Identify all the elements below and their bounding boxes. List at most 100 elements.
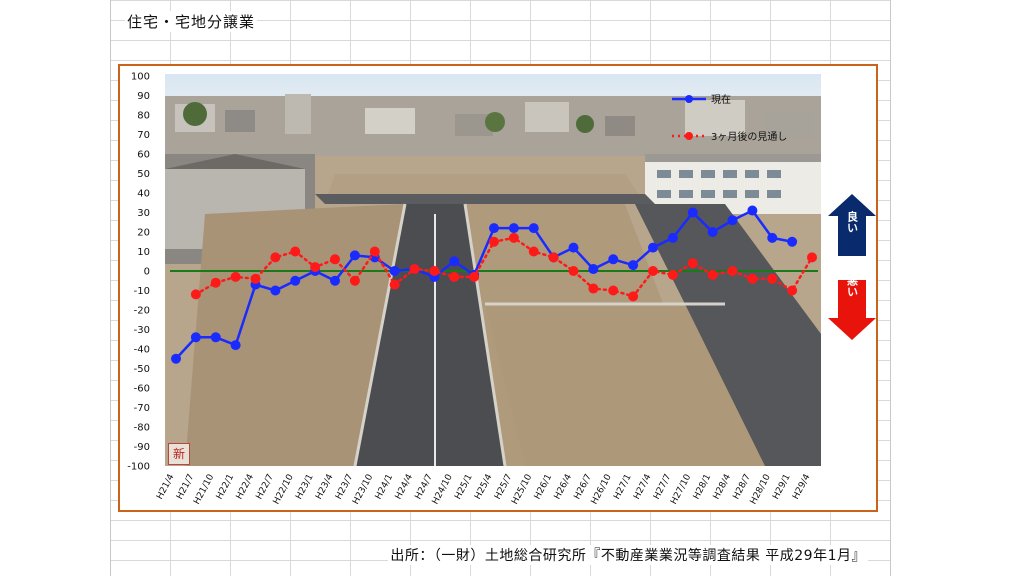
series-point-1: [767, 273, 778, 284]
series-point-0: [767, 232, 778, 243]
series-point-1: [807, 252, 817, 263]
series-point-0: [787, 236, 798, 247]
x-tick-label: H21/7: [175, 473, 196, 502]
series-point-1: [389, 279, 400, 290]
sheet-right-edge: [890, 0, 891, 576]
bad-arrow: 悪い: [828, 275, 876, 340]
legend: 現在 3ヶ月後の見通し: [672, 94, 787, 143]
legend-marker-current: [685, 95, 693, 103]
series-point-0: [330, 275, 340, 286]
x-tick-label: H29/4: [791, 472, 813, 501]
y-tick-label: -70: [134, 403, 150, 414]
series-point-0: [608, 254, 619, 265]
legend-label-outlook: 3ヶ月後の見通し: [711, 130, 787, 143]
source-note: 出所：（一財）土地総合研究所『不動産業業況等調査結果 平成29年1月』: [388, 545, 868, 565]
x-tick-label: H22/4: [235, 472, 257, 501]
series-point-1: [508, 232, 519, 243]
series-point-1: [369, 246, 380, 257]
series-point-0: [171, 353, 181, 364]
x-tick-label: H29/1: [771, 473, 792, 502]
series-point-1: [349, 275, 360, 286]
y-tick-label: -10: [134, 286, 150, 297]
series-point-1: [190, 289, 201, 300]
series-point-0: [747, 205, 758, 216]
series-point-1: [548, 252, 559, 263]
y-tick-label: 60: [137, 150, 150, 161]
photo-badge: 新: [168, 443, 190, 465]
y-tick-label: 20: [137, 228, 150, 239]
series-point-1: [290, 246, 301, 257]
series-point-0: [648, 242, 658, 253]
x-tick-label: H25/7: [493, 473, 514, 502]
y-tick-label: -40: [134, 345, 150, 356]
series-line-1: [194, 236, 814, 298]
series-layer: [170, 205, 818, 364]
x-axis: H21/4H21/7H21/10H22/1H22/4H22/7H22/10H23…: [155, 472, 813, 506]
y-tick-label: -100: [127, 462, 150, 473]
legend-marker-outlook: [685, 132, 693, 140]
series-point-0: [270, 285, 281, 296]
y-tick-label: -80: [134, 423, 150, 434]
y-tick-label: 70: [137, 130, 150, 141]
series-point-1: [687, 258, 698, 269]
series-point-1: [210, 277, 221, 288]
x-tick-label: H22/1: [215, 473, 236, 502]
good-arrow-shape: [828, 194, 876, 256]
x-tick-label: H25/1: [453, 473, 474, 502]
x-tick-label: H24/1: [374, 473, 395, 502]
series-point-0: [588, 264, 599, 275]
y-tick-label: 50: [137, 169, 150, 180]
series-point-0: [389, 266, 400, 276]
y-axis: 1009080706050403020100-10-20-30-40-50-60…: [127, 72, 150, 473]
y-tick-label: -30: [134, 325, 150, 336]
x-tick-label: H28/1: [692, 473, 713, 502]
y-tick-label: -20: [134, 306, 150, 317]
series-point-1: [429, 266, 440, 276]
series-point-1: [230, 271, 241, 282]
series-point-1: [787, 285, 798, 296]
y-tick-label: 100: [131, 72, 150, 83]
x-tick-label: H28/7: [732, 473, 753, 502]
x-tick-label: H23/1: [294, 473, 315, 502]
series-point-0: [349, 250, 360, 261]
series-point-0: [667, 232, 678, 243]
series-point-1: [588, 283, 599, 294]
good-arrow-label: 良い: [846, 210, 859, 233]
x-tick-label: H24/7: [414, 473, 435, 502]
bad-arrow-label: 悪い: [846, 275, 859, 297]
y-tick-label: 40: [137, 189, 150, 200]
series-point-0: [727, 215, 738, 226]
series-point-0: [230, 340, 241, 351]
chart-heading: 住宅・宅地分譲業: [125, 11, 258, 32]
series-point-0: [449, 256, 460, 267]
x-tick-label: H23/4: [314, 472, 336, 501]
series-point-0: [290, 275, 301, 286]
x-tick-label: H24/4: [394, 472, 416, 501]
good-arrow: 良い: [828, 194, 876, 256]
series-point-1: [568, 266, 579, 276]
series-point-1: [648, 266, 658, 276]
series-point-0: [628, 260, 639, 271]
legend-label-current: 現在: [711, 94, 731, 106]
x-tick-label: H25/4: [473, 472, 495, 501]
series-point-0: [508, 223, 519, 234]
series-point-1: [270, 252, 281, 263]
y-tick-label: 10: [137, 247, 150, 258]
series-point-1: [250, 273, 261, 284]
bad-arrow-shape: [828, 280, 876, 340]
x-tick-label: H27/1: [612, 473, 633, 502]
sheet-left-edge: [110, 0, 111, 576]
y-tick-label: -50: [134, 364, 150, 375]
series-point-1: [727, 266, 738, 276]
x-tick-label: H21/4: [155, 472, 177, 501]
x-tick-label: H22/7: [255, 473, 276, 502]
y-tick-label: 90: [137, 91, 150, 102]
x-tick-label: H23/7: [334, 473, 355, 502]
y-tick-label: -60: [134, 384, 150, 395]
series-point-1: [707, 269, 718, 280]
series-point-0: [687, 207, 698, 218]
y-tick-label: 80: [137, 111, 150, 122]
series-point-0: [707, 227, 718, 237]
series-point-0: [190, 332, 201, 343]
